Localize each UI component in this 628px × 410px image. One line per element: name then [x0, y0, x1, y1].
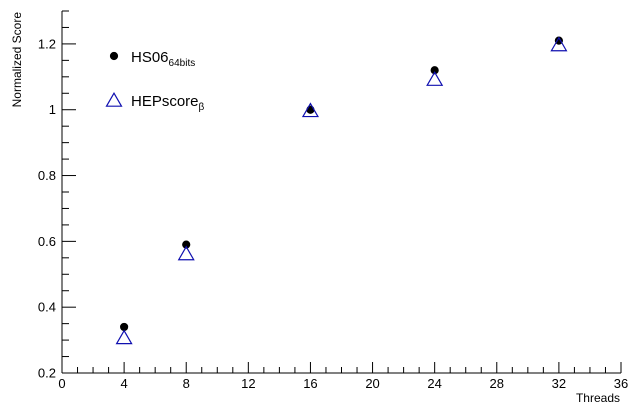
x-tick-label: 24: [427, 376, 441, 391]
x-tick-label: 0: [58, 376, 65, 391]
x-tick-label: 4: [120, 376, 127, 391]
legend-marker: [105, 91, 123, 107]
x-tick-label: 28: [490, 376, 504, 391]
legend-label: HEPscoreβ: [131, 93, 205, 113]
x-tick-label: 16: [303, 376, 317, 391]
x-tick-label: 20: [365, 376, 379, 391]
data-point-circle: [430, 66, 439, 75]
y-tick-label: 0.8: [38, 168, 56, 183]
x-tick-label: 12: [241, 376, 255, 391]
y-tick-label: 0.4: [38, 300, 56, 315]
legend-entry-1: HS0664bits: [109, 49, 195, 69]
x-axis-label: Threads: [576, 391, 620, 405]
x-tick-label: 36: [614, 376, 628, 391]
data-point-triangle: [550, 36, 568, 52]
y-tick-label: 0.2: [38, 366, 56, 381]
legend-marker: [109, 51, 119, 61]
y-axis-label: Normalized Score: [10, 12, 24, 108]
axes: 0 4 8 12 16 20 24 28 32 36 0.2 0.4 0.6 0.8 1 1.2: [38, 10, 628, 391]
y-tick-label: 1.2: [38, 36, 56, 51]
data-point-triangle: [301, 102, 319, 118]
data-marks: [115, 36, 568, 345]
x-tick-label: 8: [183, 376, 190, 391]
data-point-triangle: [426, 71, 444, 86]
legend: HS0664bits HEPscoreβ: [105, 49, 205, 113]
series-2: [115, 36, 568, 345]
series-1: [120, 36, 563, 332]
x-tick-label: 32: [552, 376, 566, 391]
y-tick-label: 0.6: [38, 234, 56, 249]
data-point-triangle: [177, 245, 195, 261]
legend-label: HS0664bits: [131, 49, 195, 69]
data-point-triangle: [115, 329, 133, 345]
legend-entry-2: HEPscoreβ: [105, 91, 205, 113]
y-tick-label: 1: [49, 102, 56, 117]
data-point-circle: [182, 240, 191, 249]
